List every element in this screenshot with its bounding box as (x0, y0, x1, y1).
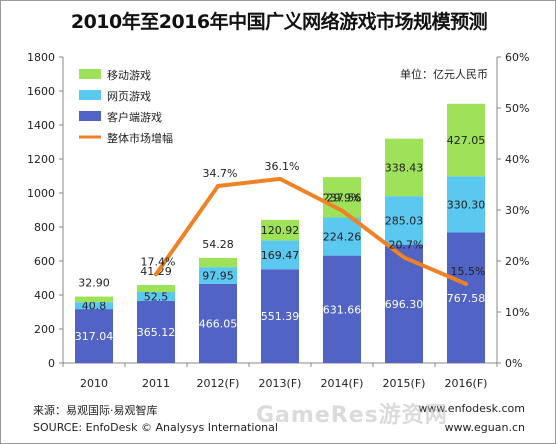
legend-label: 客户端游戏 (107, 110, 162, 124)
bar-segment (75, 302, 113, 310)
growth-point (278, 176, 282, 181)
growth-label: 20.7% (389, 238, 424, 251)
y-left-tick-label: 200 (34, 323, 55, 336)
y-right-tick-label: 30% (505, 204, 529, 217)
bar-value-label: 631.66 (323, 303, 362, 316)
x-tick-label: 2015(F) (383, 377, 426, 390)
y-left-tick-label: 1400 (27, 119, 55, 132)
bar-value-label: 54.28 (202, 238, 234, 251)
chart-title: 2010年至2016年中国广义网络游戏市场规模预测 (70, 11, 488, 33)
bar-segment (323, 217, 361, 256)
source-url-enfodesk[interactable]: www.enfodesk.com (418, 402, 525, 415)
legend-swatch (79, 90, 101, 100)
growth-point (154, 272, 158, 277)
growth-line (154, 176, 468, 286)
bar-value-label: 285.03 (385, 214, 424, 227)
y-right-tick-label: 50% (505, 102, 529, 115)
x-tick-label: 2012(F) (197, 377, 240, 390)
y-right-tick-label: 40% (505, 153, 529, 166)
bar-segment (385, 138, 423, 197)
growth-point (402, 255, 406, 260)
growth-point (464, 281, 468, 286)
growth-point (216, 184, 220, 189)
bar-value-label: 40.8 (82, 300, 107, 313)
bar-segment (199, 257, 237, 268)
growth-label: 17.4% (141, 255, 176, 268)
y-left-tick-label: 1200 (27, 153, 55, 166)
legend-label: 移动游戏 (107, 69, 151, 82)
bar-value-label: 466.05 (199, 317, 238, 330)
legend-label: 网页游戏 (107, 90, 151, 103)
bar-value-label: 237.56 (323, 191, 362, 204)
x-tick-label: 2010 (80, 377, 108, 390)
y-left-tick-label: 0 (48, 357, 55, 370)
unit-note: 单位：亿元人民币 (400, 67, 488, 81)
growth-label: 29.9% (327, 192, 362, 205)
bar-segment (385, 196, 423, 245)
bar-segment (199, 267, 237, 284)
bar-value-label: 696.30 (385, 298, 424, 311)
growth-label: 36.1% (265, 160, 300, 173)
bar-segment (261, 219, 299, 241)
bar-value-label: 317.04 (75, 330, 114, 343)
y-right-tick-label: 0% (505, 357, 522, 370)
bar-value-label: 52.5 (144, 290, 169, 303)
bar-value-label: 551.39 (261, 310, 300, 323)
bar-segment (261, 269, 299, 363)
y-left-tick-label: 1600 (27, 85, 55, 98)
y-left-tick-label: 800 (34, 221, 55, 234)
bar-segment (199, 283, 237, 363)
legend-swatch (79, 111, 101, 121)
growth-label: 15.5% (451, 265, 486, 278)
bar-value-label: 365.12 (137, 326, 176, 339)
y-right-tick-label: 20% (505, 255, 529, 268)
x-tick-label: 2011 (142, 377, 170, 390)
bar-value-label: 97.95 (202, 269, 234, 282)
legend-label: 整体市场增幅 (107, 131, 173, 145)
bar-value-label: 169.47 (261, 249, 300, 262)
watermark: GameRes游资网 (256, 403, 448, 428)
x-tick-label: 2013(F) (259, 377, 302, 390)
bar-segment (75, 296, 113, 303)
bar-segment (323, 255, 361, 363)
source-url-eguan[interactable]: www.eguan.cn (444, 421, 525, 434)
y-left-tick-label: 1800 (27, 51, 55, 64)
y-right-tick-label: 10% (505, 306, 529, 319)
y-left-tick-label: 1000 (27, 187, 55, 200)
bar-segment (261, 240, 299, 270)
y-left-tick-label: 600 (34, 255, 55, 268)
bar-value-label: 427.05 (447, 134, 486, 147)
bar-segment (447, 103, 485, 177)
bar-value-label: 32.90 (78, 277, 110, 290)
bar-segment (137, 284, 175, 293)
bar-segment (75, 309, 113, 363)
source-en: SOURCE: EnfoDesk © Analysys Internationa… (33, 421, 278, 434)
legend-swatch (79, 69, 101, 79)
bar-value-label: 338.43 (385, 161, 424, 174)
bar-segment (447, 176, 485, 233)
bar-value-label: 767.58 (447, 292, 486, 305)
bar-segment (447, 232, 485, 363)
x-tick-label: 2016(F) (445, 377, 488, 390)
x-tick-label: 2014(F) (321, 377, 364, 390)
bar-segment (137, 300, 175, 363)
bar-value-label: 330.30 (447, 198, 486, 211)
y-right-tick-label: 60% (505, 51, 529, 64)
bar-segment (137, 292, 175, 301)
growth-point (340, 208, 344, 213)
y-left-tick-label: 400 (34, 289, 55, 302)
growth-label: 34.7% (203, 167, 238, 180)
source-cn: 来源：易观国际·易观智库 (33, 404, 158, 417)
bar-value-label: 120.92 (261, 224, 300, 237)
bar-value-label: 224.26 (323, 231, 362, 244)
